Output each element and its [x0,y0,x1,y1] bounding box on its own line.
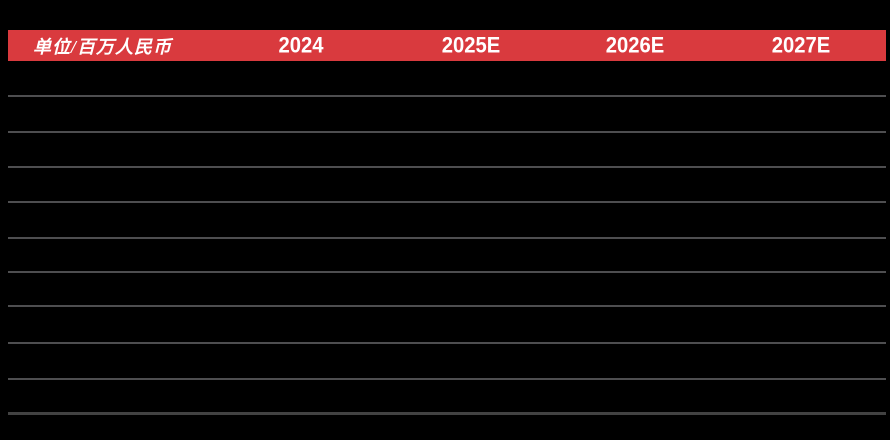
table-header-row: 单位/百万人民币 2024 2025E 2026E 2027E [8,30,886,61]
col-header-2027e: 2027E [771,31,831,57]
table-row [8,380,886,415]
col-header-2026e: 2026E [605,31,665,57]
table-row [8,61,886,97]
table-row [8,344,886,380]
table-row [8,239,886,273]
table-row [8,168,886,203]
table-row [8,307,886,344]
table-row [8,97,886,133]
unit-label: 单位/百万人民币 [33,36,173,57]
table-body [8,61,886,415]
col-header-2024: 2024 [278,31,324,57]
table-row [8,203,886,239]
table-row [8,133,886,168]
col-header-2025e: 2025E [441,31,501,57]
table-row [8,273,886,307]
